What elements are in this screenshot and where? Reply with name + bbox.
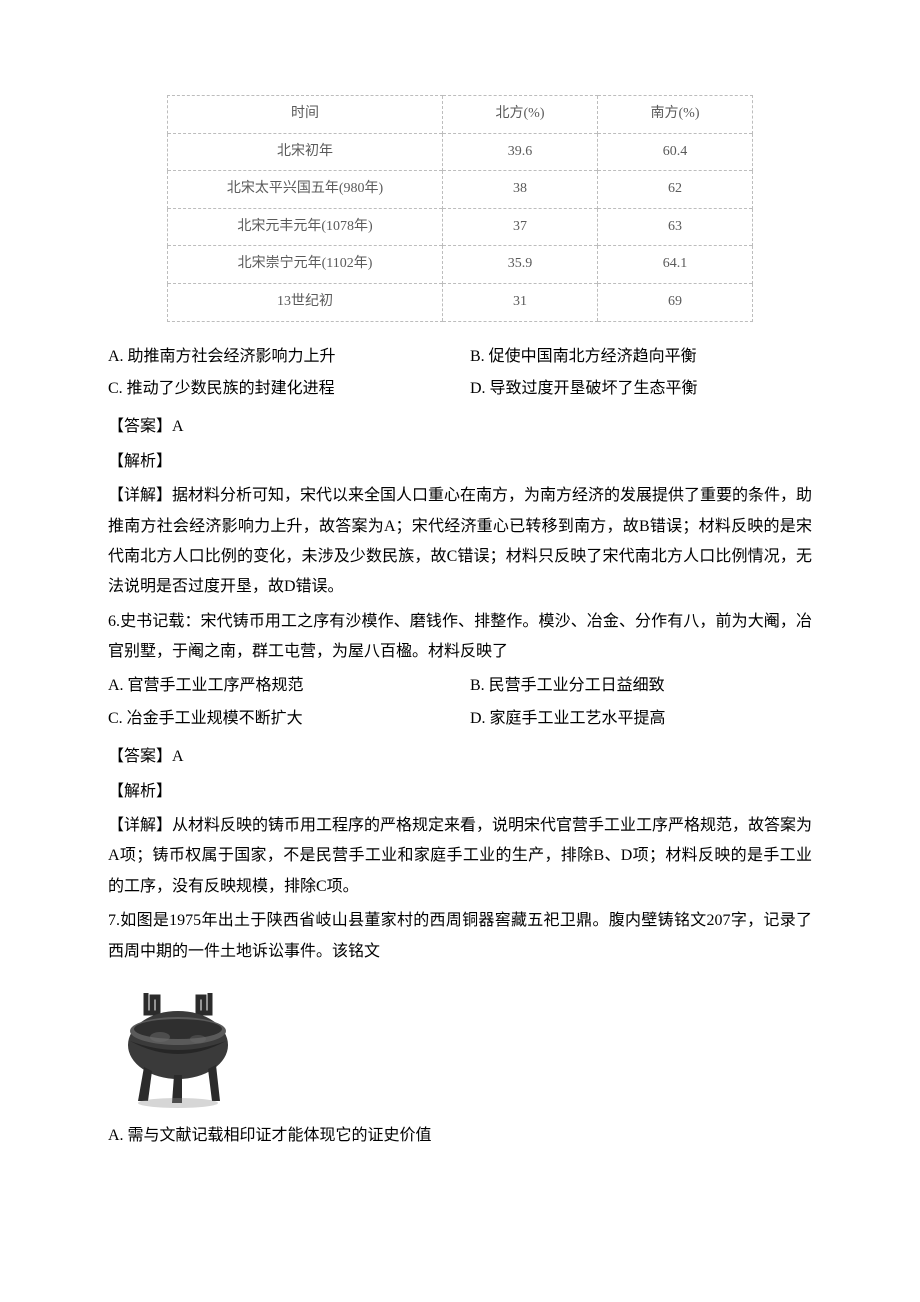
- th-north: 北方(%): [443, 96, 598, 134]
- th-time: 时间: [168, 96, 443, 134]
- cell-south: 62: [598, 171, 753, 209]
- table-row: 北宋初年 39.6 60.4: [168, 133, 753, 171]
- table-row: 北宋元丰元年(1078年) 37 63: [168, 208, 753, 246]
- cell-south: 69: [598, 283, 753, 321]
- choice-a: A. 助推南方社会经济影响力上升: [108, 342, 450, 372]
- table-row: 13世纪初 31 69: [168, 283, 753, 321]
- cell-time: 北宋初年: [168, 133, 443, 171]
- choice-c: C. 推动了少数民族的封建化进程: [108, 374, 450, 404]
- q6-analysis-label: 【解析】: [108, 777, 812, 807]
- cell-time: 北宋崇宁元年(1102年): [168, 246, 443, 284]
- q5-analysis-label: 【解析】: [108, 447, 812, 477]
- choice-b: B. 民营手工业分工日益细致: [470, 671, 812, 701]
- cell-time: 北宋元丰元年(1078年): [168, 208, 443, 246]
- choice-a: A. 官营手工业工序严格规范: [108, 671, 450, 701]
- cell-north: 31: [443, 283, 598, 321]
- cell-south: 60.4: [598, 133, 753, 171]
- cell-time: 北宋太平兴国五年(980年): [168, 171, 443, 209]
- table-row: 北宋太平兴国五年(980年) 38 62: [168, 171, 753, 209]
- population-table: 时间 北方(%) 南方(%) 北宋初年 39.6 60.4 北宋太平兴国五年(9…: [167, 95, 753, 322]
- q5-answer: 【答案】A: [108, 412, 812, 442]
- q6-choices: A. 官营手工业工序严格规范 B. 民营手工业分工日益细致 C. 冶金手工业规模…: [108, 671, 812, 734]
- cell-south: 63: [598, 208, 753, 246]
- cell-south: 64.1: [598, 246, 753, 284]
- choice-d: D. 导致过度开垦破坏了生态平衡: [470, 374, 812, 404]
- table-header-row: 时间 北方(%) 南方(%): [168, 96, 753, 134]
- choice-d: D. 家庭手工业工艺水平提高: [470, 704, 812, 734]
- choice-b: B. 促使中国南北方经济趋向平衡: [470, 342, 812, 372]
- q6-answer: 【答案】A: [108, 742, 812, 772]
- cell-north: 37: [443, 208, 598, 246]
- cell-north: 35.9: [443, 246, 598, 284]
- choice-c: C. 冶金手工业规模不断扩大: [108, 704, 450, 734]
- q5-choices: A. 助推南方社会经济影响力上升 B. 促使中国南北方经济趋向平衡 C. 推动了…: [108, 342, 812, 405]
- bronze-ding-image: [108, 975, 248, 1115]
- cell-north: 39.6: [443, 133, 598, 171]
- page-container: 时间 北方(%) 南方(%) 北宋初年 39.6 60.4 北宋太平兴国五年(9…: [0, 0, 920, 1302]
- q6-stem: 6.史书记载：宋代铸币用工之序有沙模作、磨钱作、排整作。模沙、冶金、分作有八，前…: [108, 607, 812, 668]
- ding-icon: [108, 975, 248, 1115]
- q6-detail: 【详解】从材料反映的铸币用工程序的严格规定来看，说明宋代官营手工业工序严格规范，…: [108, 811, 812, 902]
- q7-choice-a: A. 需与文献记载相印证才能体现它的证史价值: [108, 1121, 812, 1151]
- q5-detail: 【详解】据材料分析可知，宋代以来全国人口重心在南方，为南方经济的发展提供了重要的…: [108, 481, 812, 603]
- cell-time: 13世纪初: [168, 283, 443, 321]
- table-row: 北宋崇宁元年(1102年) 35.9 64.1: [168, 246, 753, 284]
- th-south: 南方(%): [598, 96, 753, 134]
- cell-north: 38: [443, 171, 598, 209]
- q7-stem: 7.如图是1975年出土于陕西省岐山县董家村的西周铜器窖藏五祀卫鼎。腹内壁铸铭文…: [108, 906, 812, 967]
